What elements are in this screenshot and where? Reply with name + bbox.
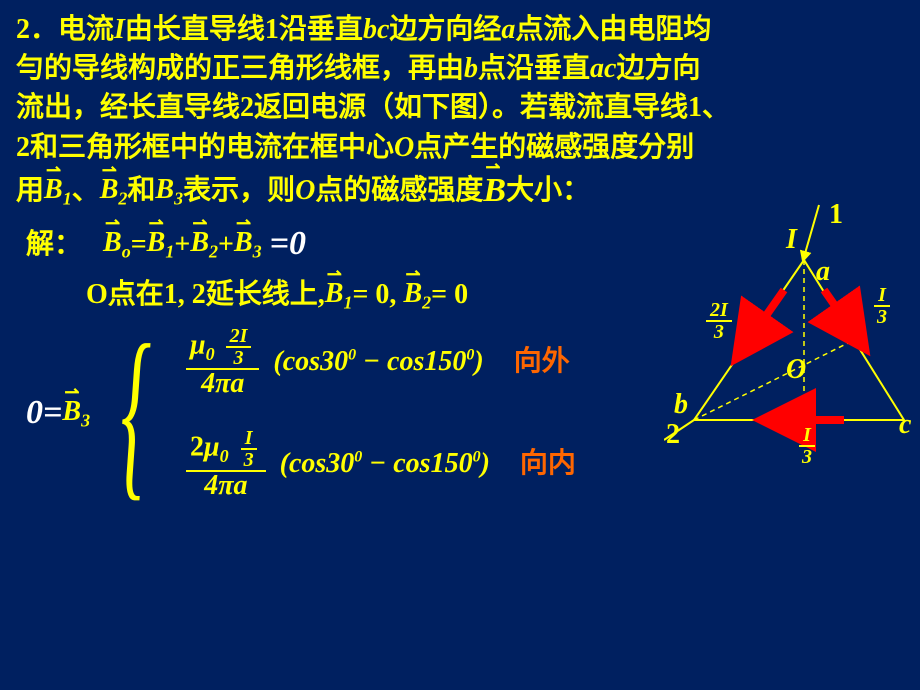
label-2: 2	[666, 415, 680, 454]
var-a: a	[501, 14, 515, 45]
result-eq0: =0	[270, 220, 306, 268]
vec-B2: B2	[100, 170, 128, 212]
label-I3b: I 3	[798, 425, 816, 467]
var-O: O	[394, 132, 414, 163]
text: 2．电流	[16, 14, 114, 45]
left-brace: {	[121, 327, 151, 498]
text: 流出，经长直导线2返回电源（如下图）。若载流直导线1、	[16, 88, 904, 127]
dir-out: 向外	[514, 342, 570, 381]
vec-B2z: B2	[403, 274, 431, 316]
vec-B1: B1	[44, 170, 72, 212]
vec-B: B	[483, 167, 506, 215]
eq-sign: =	[131, 225, 147, 264]
angles2: (cos300 − cos1500)	[280, 444, 490, 483]
vec-Bo: Bo	[103, 223, 131, 265]
var-b: b	[464, 53, 478, 84]
text: 边方向经	[389, 14, 501, 45]
eq02: = 0	[431, 275, 468, 314]
label-a: a	[816, 252, 830, 291]
frac2: 2μ0 I 3 4πa	[186, 428, 266, 500]
text: 、	[72, 171, 100, 210]
vec-B3: B3	[155, 170, 183, 212]
dir-in: 向内	[520, 444, 576, 483]
plus1: +	[174, 225, 190, 264]
text: 点产生的磁感强度分别	[414, 132, 694, 163]
b3-row2: 2μ0 I 3 4πa (cos300 − cos1500) 向内	[182, 428, 576, 500]
var-ac: ac	[590, 53, 616, 84]
solution-label: 解：	[26, 225, 82, 264]
text: 大小：	[506, 171, 590, 210]
text: 由长直导线1沿垂直	[125, 14, 363, 45]
vec-B3g: B3	[62, 392, 90, 434]
angles1: (cos300 − cos1500)	[273, 342, 483, 381]
vec-B1z: B1	[325, 274, 353, 316]
label-O: O	[786, 350, 806, 389]
text: 边方向	[616, 53, 700, 84]
text: 和	[127, 171, 155, 210]
text: 点流入由电阻均	[515, 14, 711, 45]
vec-B2s: B2	[190, 223, 218, 265]
problem-statement: 2．电流I由长直导线1沿垂直bc边方向经a点流入由电阻均 勻的导线构成的正三角形…	[0, 0, 920, 214]
text: 用	[16, 171, 44, 210]
text: 点沿垂直	[478, 53, 590, 84]
text: 勻的导线构成的正三角形线框，再由	[16, 53, 464, 84]
frac1: μ0 2I 3 4πa	[186, 326, 259, 398]
brace-rows: μ0 2I 3 4πa (cos300 − cos1500) 向外	[182, 326, 576, 500]
label-c: c	[899, 405, 911, 444]
triangle-diagram: 1 I a O b 2 c 2I 3 I 3 I 3	[664, 200, 912, 460]
text: 2和三角形框中的电流在框中心	[16, 132, 394, 163]
label-2I3: 2I 3	[706, 300, 732, 342]
text: 表示，则	[183, 171, 295, 210]
text: 点的磁感强度	[315, 171, 483, 210]
plus2: +	[218, 225, 234, 264]
b3-row1: μ0 2I 3 4πa (cos300 − cos1500) 向外	[182, 326, 576, 398]
var-bc: bc	[363, 14, 389, 45]
label-I: I	[786, 220, 797, 259]
zero-prefix: 0=	[26, 389, 62, 437]
var-O2: O	[295, 171, 315, 210]
vec-B1s: B1	[147, 223, 175, 265]
label-I3r: I 3	[873, 285, 891, 327]
vec-B3s: B3	[234, 223, 262, 265]
eq01: = 0,	[352, 275, 396, 314]
label-1: 1	[829, 195, 843, 234]
var-I: I	[114, 14, 125, 45]
